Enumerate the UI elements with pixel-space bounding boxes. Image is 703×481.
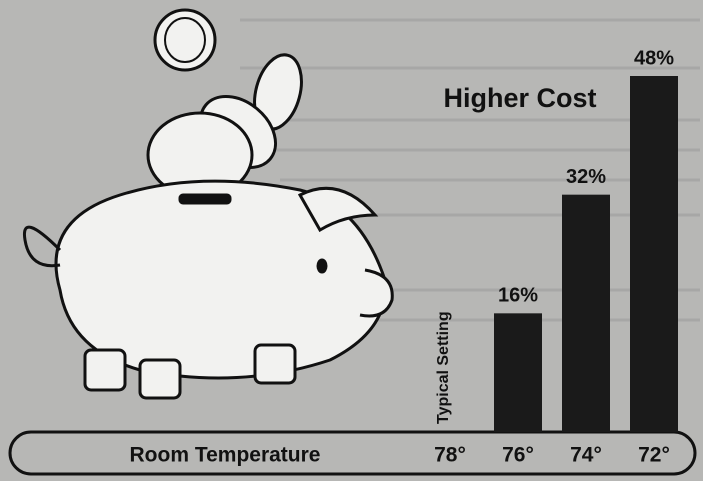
- bar: [562, 195, 610, 432]
- x-tick-label: 72°: [638, 444, 670, 467]
- chart: Room Temperature Higher Cost 78° 76° 16% 74…: [0, 0, 703, 481]
- x-tick-label: 74°: [570, 444, 602, 467]
- value-label: 32%: [566, 166, 606, 188]
- chart-title: Higher Cost: [443, 83, 596, 113]
- page: Room Temperature Higher Cost 78° 76° 16% 74…: [0, 0, 703, 481]
- x-tick-label: 76°: [502, 444, 534, 467]
- annotation: Typical Setting: [435, 311, 452, 424]
- x-tick-label: 78°: [434, 444, 466, 467]
- x-axis-label: Room Temperature: [130, 444, 321, 467]
- bar: [494, 313, 542, 432]
- value-label: 48%: [634, 47, 674, 69]
- value-label: 16%: [498, 285, 538, 307]
- bar: [630, 76, 678, 432]
